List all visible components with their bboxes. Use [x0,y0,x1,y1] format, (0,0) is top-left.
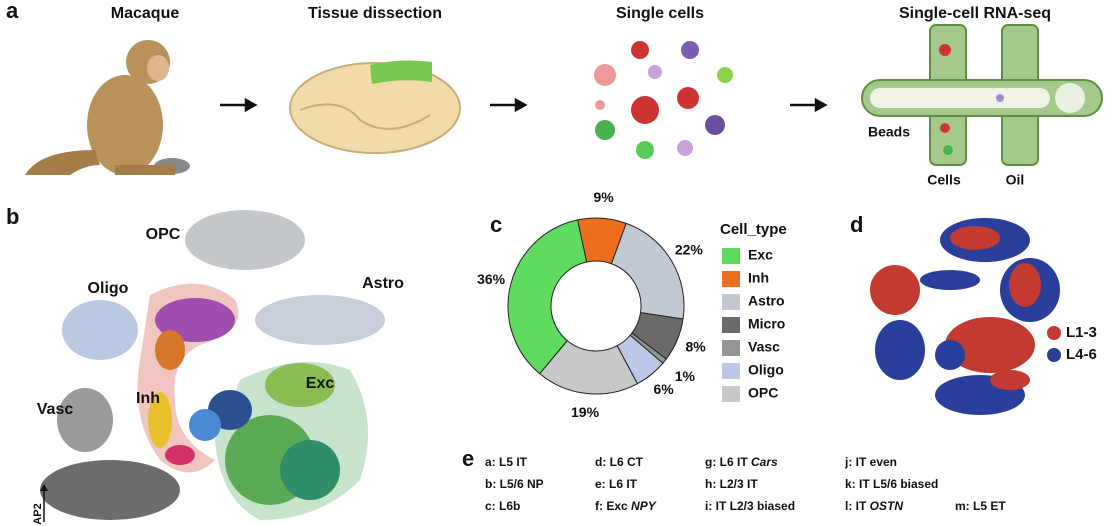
legend: Exc Inh Astro Micro Vasc Oligo OPC [722,247,785,402]
device-label: Oil [1006,172,1025,188]
legend-swatch [722,248,740,264]
cluster-entry: a: L5 IT [485,455,528,469]
cluster-label: Exc [306,375,335,392]
cluster-entry: m: L5 ET [955,499,1006,513]
entry-text: i: IT L2/3 biased [705,499,795,513]
brain-illustration [289,60,461,154]
panel-letter: d [850,212,863,237]
cluster-entry: f: Exc NPY [595,499,657,513]
value-label: 19% [571,404,600,420]
legend-label: L4-6 [1066,346,1097,363]
macaque-illustration [25,40,190,175]
donut-chart: 36% 9% 22% 8% 1%6% 19% [477,189,706,420]
cluster-entry: k: IT L5/6 biased [845,477,938,491]
step-label: Single-cell RNA-seq [899,5,1051,22]
legend-label: OPC [748,385,778,401]
entry-text: b: L5/6 NP [485,477,544,491]
entry-text: e: L6 IT [595,477,638,491]
cluster-label: Vasc [37,401,74,418]
entry-text: c: L6b [485,499,520,513]
device-label: Cells [927,172,961,188]
device-label: Beads [868,124,910,140]
legend-label: Oligo [748,362,784,378]
legend: L1-3 L4-6 [1047,324,1097,363]
legend-swatch [722,294,740,310]
cluster-entry: j: IT even [844,455,897,469]
value-label: 1% [675,368,696,384]
entry-text: m: L5 ET [955,499,1006,513]
legend-swatch [722,363,740,379]
value-label: 9% [593,189,614,205]
cluster-label: OPC [146,226,181,243]
step-label: Tissue dissection [308,5,442,22]
cluster-entry: c: L6b [485,499,520,513]
entry-text: f: Exc [595,499,628,513]
entry-gene: NPY [631,499,657,513]
donut-segment [507,219,588,375]
cluster-entry: e: L6 IT [595,477,638,491]
panel-letter: e [462,446,474,471]
cluster-entry: g: L6 IT Cars [705,455,778,469]
cluster-entry: i: IT L2/3 biased [705,499,795,513]
droplet-device [861,24,1103,166]
value-label: 22% [675,242,704,258]
entry-gene: OSTN [870,499,904,513]
panel-letter: c [490,212,502,237]
legend-marker [1047,326,1061,340]
entry-text: k: IT L5/6 biased [845,477,938,491]
legend-label: Micro [748,316,785,332]
legend-swatch [722,340,740,356]
cluster-key: a: L5 IT d: L6 CT g: L6 IT Cars j: IT even b… [485,455,1006,513]
entry-text: d: L6 CT [595,455,644,469]
umap-plot [870,218,1060,415]
value-label: 6% [653,381,674,397]
entry-text: j: IT even [844,455,897,469]
cluster-label: Inh [136,390,160,407]
axis-arrow [40,484,48,491]
legend-title: Cell_type [720,221,787,238]
cluster-entry: d: L6 CT [595,455,644,469]
entry-text: a: L5 IT [485,455,528,469]
cluster-label: Oligo [88,280,129,297]
value-label: 36% [477,271,506,287]
legend-label: Exc [748,247,773,263]
legend-label: Inh [748,270,769,286]
axis-label: AP2 [32,503,44,524]
cluster-entry: h: L2/3 IT [705,477,758,491]
donut-segment [539,339,639,395]
legend-marker [1047,348,1061,362]
legend-label: Astro [748,293,785,309]
entry-text: h: L2/3 IT [705,477,758,491]
value-label: 8% [685,338,706,354]
entry-text: l: IT [845,499,867,513]
step-label: Single cells [616,5,704,22]
cells-illustration [594,41,733,159]
legend-label: Vasc [748,339,780,355]
panel-letter: a [6,0,19,23]
umap-plot [40,210,385,520]
legend-swatch [722,271,740,287]
entry-gene: Cars [751,455,778,469]
step-label: Macaque [111,5,180,22]
legend-swatch [722,386,740,402]
panel-letter: b [6,204,19,229]
cluster-label: Astro [362,275,404,292]
arrow [220,97,828,113]
cluster-entry: l: IT OSTN [845,499,903,513]
legend-swatch [722,317,740,333]
cluster-entry: b: L5/6 NP [485,477,544,491]
entry-text: g: L6 IT [705,455,748,469]
legend-label: L1-3 [1066,324,1097,341]
